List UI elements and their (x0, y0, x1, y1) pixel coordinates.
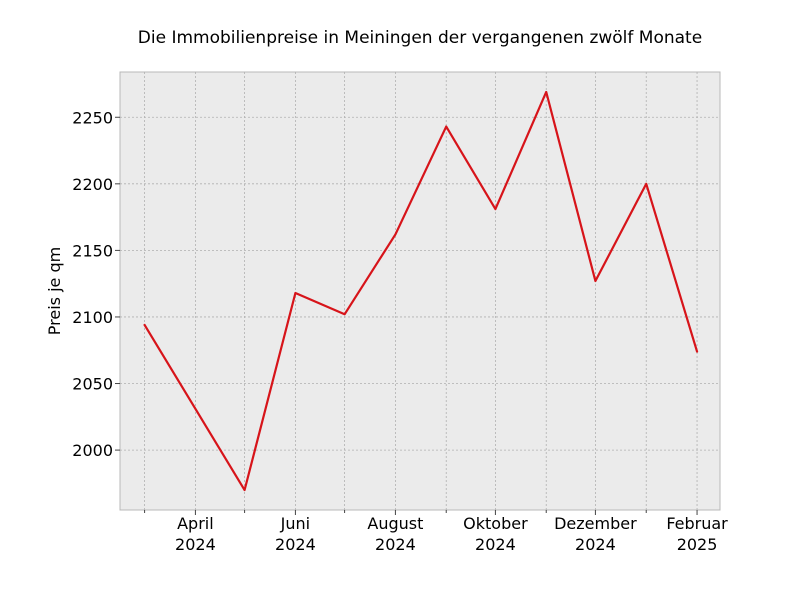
x-tick-label-month: Juni (280, 514, 310, 533)
y-tick-label: 2250 (72, 108, 113, 127)
x-tick-label-year: 2025 (677, 535, 718, 554)
y-tick-label: 2200 (72, 175, 113, 194)
y-tick-label: 2150 (72, 241, 113, 260)
y-tick-label: 2050 (72, 375, 113, 394)
y-tick-label: 2000 (72, 441, 113, 460)
chart-title: Die Immobilienpreise in Meiningen der ve… (138, 28, 702, 48)
x-tick-label-month: Dezember (554, 514, 637, 533)
x-axis: April 2024 Juni 2024 August 2024 Oktober 2024 De… (144, 510, 728, 554)
x-tick-label-month: Oktober (463, 514, 528, 533)
x-tick-label-year: 2024 (275, 535, 316, 554)
y-tick-label: 2100 (72, 308, 113, 327)
y-axis: 2000 2050 2100 2150 2200 2250 (72, 108, 120, 460)
x-tick-label-year: 2024 (175, 535, 216, 554)
y-axis-label: Preis je qm (45, 247, 64, 335)
series-line (143, 90, 699, 492)
x-tick-label-year: 2024 (575, 535, 616, 554)
x-tick-label-year: 2024 (475, 535, 516, 554)
x-tick-label-month: Februar (666, 514, 728, 533)
x-tick-label-month: August (367, 514, 423, 533)
x-tick-label-year: 2024 (375, 535, 416, 554)
x-tick-label-month: April (177, 514, 214, 533)
series-group (143, 90, 699, 492)
plot-area (119, 71, 721, 511)
